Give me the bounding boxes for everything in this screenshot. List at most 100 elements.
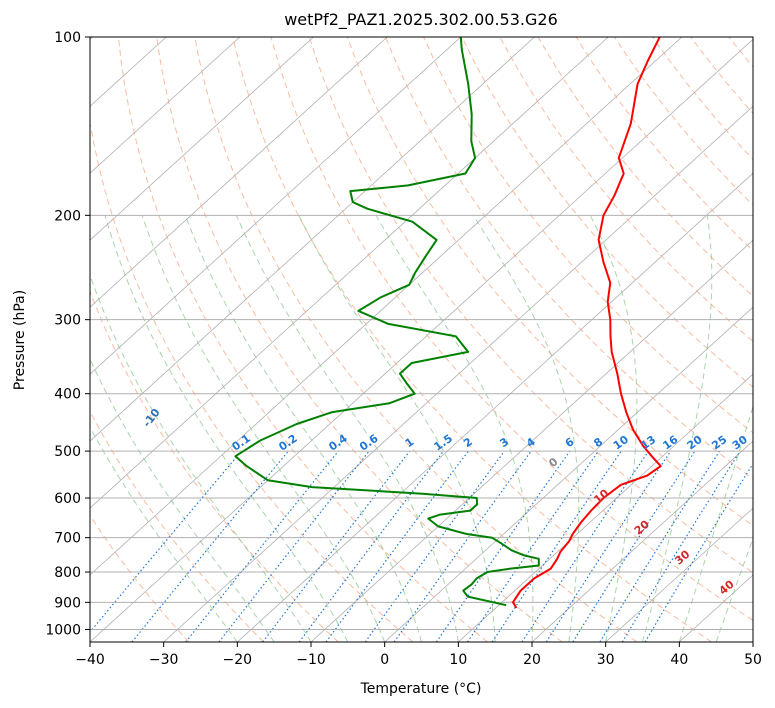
mixing-ratio-line — [599, 450, 721, 642]
dry-adiabat-line — [385, 37, 753, 480]
moist-adiabat-line — [235, 215, 459, 642]
y-tick-label: 200 — [54, 208, 81, 224]
mixing-ratio-line — [262, 450, 411, 642]
y-tick-label: 700 — [54, 531, 81, 547]
moist-adiabat-line — [298, 215, 496, 642]
x-tick-label: 30 — [597, 652, 615, 668]
mixing-ratio-line — [545, 450, 672, 642]
mixing-ratio-line — [218, 450, 370, 642]
y-tick-label: 300 — [54, 313, 81, 329]
mixing-ratio-line — [521, 450, 650, 642]
moist-adiabat-line — [678, 404, 753, 642]
chart-title: wetPf2_PAZ1.2025.302.00.53.G26 — [284, 10, 558, 30]
mixing-ratio-line — [298, 450, 444, 642]
line-labels: 0.10.20.40.611.52346810131620253036-100-… — [90, 381, 771, 597]
dry-adiabat-line — [90, 119, 414, 642]
moist-adiabat-label: 10 — [591, 486, 611, 506]
dry-adiabat-line — [90, 514, 190, 642]
mixing-ratio-line — [621, 450, 741, 642]
temperature-trace — [512, 37, 662, 609]
y-tick-label: 800 — [54, 565, 81, 581]
moist-adiabat-label: 20 — [632, 517, 652, 537]
mixing-ratio-label: 1.5 — [432, 432, 455, 454]
dry-adiabat-line — [575, 37, 753, 252]
mixing-ratio-label: 13 — [638, 433, 658, 452]
mixing-ratio-line — [491, 450, 622, 642]
isotherm-line — [679, 574, 753, 642]
mixing-ratio-label: 8 — [591, 435, 605, 450]
x-tick-label: 10 — [449, 652, 467, 668]
moist-adiabat-line — [589, 215, 638, 642]
dry-adiabat-line — [90, 410, 264, 642]
x-axis-ticks: −40 −30 −20 −10 0 10 20 30 40 50 — [75, 642, 762, 668]
moist-adiabat-line — [375, 215, 534, 642]
plot-frame — [89, 36, 754, 643]
mixing-ratio-label: 20 — [685, 433, 705, 453]
isotherm-line — [90, 37, 241, 174]
mixing-ratio-line — [467, 450, 599, 642]
isotherm-line — [752, 641, 753, 642]
dewpoint-trace — [234, 37, 540, 607]
moist-adiabats — [90, 215, 753, 642]
mixing-ratio-line — [572, 450, 696, 642]
y-tick-label: 100 — [54, 30, 81, 46]
y-tick-label: 1000 — [45, 622, 81, 638]
pressure-gridlines — [90, 37, 753, 630]
isotherm-line — [90, 38, 753, 642]
moist-adiabat-label: 30 — [672, 547, 692, 567]
dry-adiabat-line — [499, 37, 753, 343]
mixing-ratio-line — [90, 450, 242, 634]
sounding-series — [234, 37, 662, 609]
y-tick-label: 600 — [54, 491, 81, 507]
mixing-ratio-label: 16 — [660, 433, 680, 453]
mixing-ratio-label: 36 — [751, 433, 771, 453]
isotherm-line — [90, 37, 683, 576]
isotherm-line — [458, 373, 753, 642]
dry-adiabat-line — [346, 37, 753, 527]
x-tick-label: −20 — [223, 652, 253, 668]
dry-adiabat-line — [156, 37, 563, 642]
mixing-ratio-line — [364, 450, 505, 642]
mixing-ratio-label: 1 — [403, 435, 417, 450]
dry-adiabat-line — [652, 37, 753, 161]
mixing-ratio-label: 30 — [730, 433, 750, 453]
moist-adiabat-label: 40 — [717, 577, 737, 597]
dry-adiabat-line — [537, 37, 753, 297]
dry-adiabat-line — [690, 37, 753, 115]
mixing-ratio-label: 0.6 — [357, 432, 381, 454]
isotherm-line — [90, 37, 388, 308]
mixing-ratio-line — [185, 450, 339, 642]
dry-adiabat-line — [767, 37, 775, 642]
x-tick-label: −30 — [149, 652, 179, 668]
isotherm-line — [90, 37, 462, 375]
moist-adiabat-line — [90, 273, 312, 642]
moist-adiabat-line — [141, 215, 386, 642]
isotherm-line — [163, 105, 753, 642]
mixing-ratio-label: 0.2 — [276, 432, 299, 454]
y-tick-label: 900 — [54, 595, 81, 611]
isotherm-line — [90, 37, 609, 509]
mixing-ratio-label: 10 — [611, 433, 631, 453]
mixing-ratio-line — [393, 450, 532, 642]
y-axis-ticks: 100 200 300 400 500 600 700 800 900 1000 — [45, 30, 90, 638]
dry-adiabat-line — [232, 37, 712, 642]
dry-adiabat-line — [728, 37, 753, 68]
y-tick-label: 400 — [54, 387, 81, 403]
moist-adiabat-line — [642, 215, 713, 642]
dry-adiabat-label: -10 — [140, 406, 163, 430]
y-tick-label: 500 — [54, 444, 81, 460]
x-tick-label: 20 — [523, 652, 541, 668]
mixing-ratio-label: 2 — [461, 435, 475, 450]
dry-adiabat-line — [194, 37, 638, 642]
moist-adiabat-line — [472, 215, 580, 642]
moist-adiabat-line — [90, 357, 275, 642]
isotherm-line — [237, 172, 753, 642]
x-tick-label: 50 — [744, 652, 762, 668]
mixing-ratio-label: 0.4 — [326, 432, 350, 454]
mixing-ratio-label: 3 — [497, 435, 511, 450]
dry-adiabat-line — [308, 37, 753, 574]
mixing-ratio-line — [131, 450, 289, 642]
isotherm-line — [90, 37, 314, 241]
y-axis-label: Pressure (hPa) — [12, 290, 28, 390]
